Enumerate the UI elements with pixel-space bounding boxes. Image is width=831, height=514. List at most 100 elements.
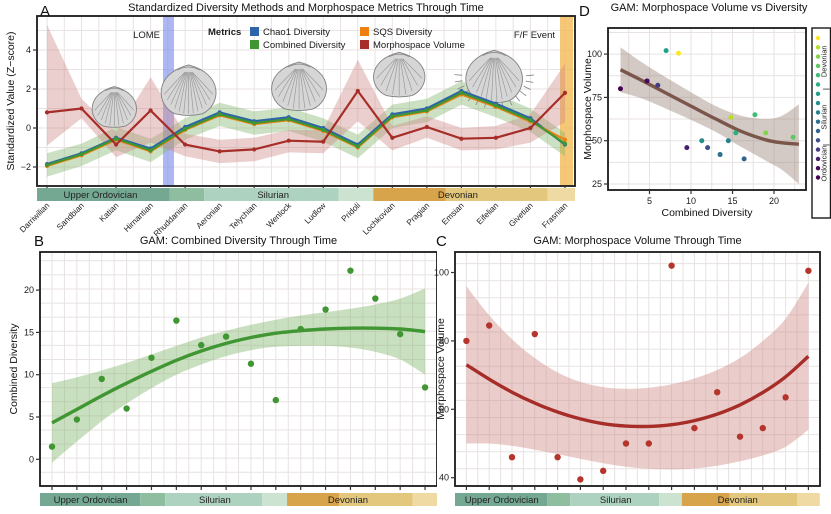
data-point [183, 126, 188, 132]
tick-label: 20 [769, 196, 779, 206]
legend-title: Metrics [208, 27, 241, 38]
plot-border [454, 251, 821, 487]
period-band-label: Devonian [438, 190, 478, 201]
legend-entry-label: Combined Diversity [263, 40, 346, 51]
period-band [445, 188, 548, 201]
data-point [252, 121, 257, 126]
shell-rib [188, 72, 194, 114]
data-point [355, 88, 360, 94]
gam-chart-panel-b: 0 5 10 15 20 Upper Ordovician Silurian Devonian [24, 251, 437, 506]
data-point [644, 78, 650, 84]
period-band [204, 188, 339, 201]
tick-label: 15 [727, 196, 737, 206]
stage-label: Pridoli [340, 201, 363, 224]
stage-label: Lochkovian [361, 201, 397, 236]
stage-label: Wenlock [265, 200, 294, 229]
data-point [44, 162, 50, 168]
legend-dot [815, 166, 821, 171]
period-band [797, 493, 820, 506]
shell-rib [100, 92, 113, 121]
confidence-ribbon [466, 282, 809, 470]
data-point [424, 124, 429, 130]
data-point [173, 317, 180, 324]
period-band [140, 493, 166, 506]
shell-rib [191, 72, 211, 101]
data-point [148, 108, 153, 113]
period-band [547, 493, 571, 506]
shell-rib [109, 92, 114, 126]
tick-label: 2 [26, 84, 31, 94]
data-point [390, 135, 395, 140]
stage-label: Eifelian [475, 201, 501, 227]
shell-rib [491, 57, 495, 101]
shell-rib [287, 68, 298, 106]
panel-d-x-axis-label: Combined Diversity [661, 207, 753, 219]
period-band [169, 188, 205, 201]
legend-dot [815, 63, 821, 69]
panel-c-title: GAM: Morphospace Volume Through Time [533, 235, 742, 247]
shell-rib [192, 71, 214, 95]
legend-dot [815, 128, 821, 134]
stage-label: Rhuddanian [152, 201, 190, 236]
shell-rib [97, 92, 113, 116]
data-point [297, 325, 304, 333]
shell-rib [189, 72, 199, 112]
lome-annotation: LOME [133, 30, 160, 41]
legend-dot [815, 73, 821, 78]
data-point [562, 137, 568, 142]
legend-metrics: Metrics Chao1 Diversity Combined Diversity… [208, 27, 465, 51]
period-band-label: Upper Ordovician [64, 190, 138, 201]
shell-rib [376, 58, 397, 79]
data-point [668, 262, 675, 269]
data-point [741, 156, 747, 162]
data-point [645, 440, 652, 447]
data-point [183, 142, 188, 147]
legend-dot [815, 147, 821, 152]
period-band [165, 493, 263, 506]
shell-rib [190, 72, 203, 109]
data-point [493, 103, 498, 108]
brachiopod-illustration [271, 61, 327, 111]
plot-background [608, 28, 806, 190]
data-point [113, 136, 119, 141]
tick-label: 100 [587, 49, 602, 59]
data-point [705, 145, 711, 151]
legend-dot [815, 138, 821, 143]
shell-rib [495, 57, 508, 97]
stage-label: Katian [98, 201, 121, 224]
period-band [339, 493, 413, 506]
data-point [728, 114, 734, 120]
shell-rib [402, 58, 423, 79]
data-point [600, 467, 607, 475]
viridis-stage-legend: Ordovician Silurian Devonian [811, 27, 831, 219]
data-point [622, 440, 630, 447]
shell-rib [115, 92, 124, 124]
data-point [73, 416, 81, 423]
data-point [286, 117, 291, 122]
shell-rib [301, 68, 316, 103]
shell-rib [183, 72, 189, 114]
shell-hinge [482, 52, 506, 57]
legend-dot [815, 35, 821, 41]
shell-rib [401, 58, 418, 86]
period-band-label: Devonian [718, 495, 758, 506]
series-line [46, 89, 566, 153]
period-band-row: Upper Ordovician Silurian Devonian [455, 493, 820, 506]
shell-rib [392, 58, 399, 95]
period-band-label: Devonian [328, 495, 368, 506]
shell-rib [301, 68, 321, 97]
shell-rib [104, 92, 114, 124]
shell-rib [190, 72, 207, 105]
data-point [198, 341, 205, 349]
shell-rib [282, 68, 297, 103]
period-band [40, 493, 141, 506]
tick-label: 10 [24, 370, 34, 380]
data-point [321, 139, 326, 144]
plot-border [36, 15, 576, 187]
stage-label: Ludlow [303, 201, 328, 226]
shell-rib [495, 57, 503, 100]
brachiopod-illustration [91, 86, 137, 128]
data-point [676, 50, 682, 56]
scatter-chart-panel-d: 25 50 75 100 5 10 15 20 Ordovician Silurian Devoni… [587, 27, 831, 219]
